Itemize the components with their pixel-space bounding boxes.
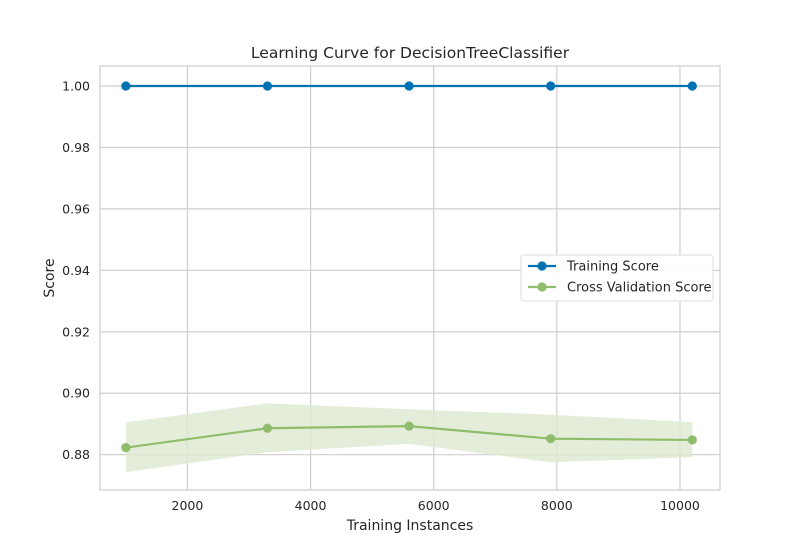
chart-title: Learning Curve for DecisionTreeClassifie…: [251, 44, 570, 62]
y-tick-label: 0.90: [62, 386, 90, 401]
confidence-bands: [125, 403, 693, 473]
training-score-point: [262, 81, 273, 91]
cross-validation-score-point: [262, 423, 273, 433]
y-tick-labels: 0.88 0.90 0.92 0.94 0.96 0.98 1.00: [62, 78, 90, 462]
x-tick-labels: 2000 4000 6000 8000 10000: [172, 498, 700, 513]
y-tick-label: 0.96: [62, 201, 90, 216]
legend-label-training-score: Training Score: [566, 260, 659, 275]
legend-label-cross-validation-score: Cross Validation Score: [567, 281, 712, 296]
y-tick-label: 0.88: [62, 447, 90, 462]
x-tick-label: 8000: [541, 498, 573, 513]
cross-validation-score-point: [687, 435, 697, 445]
x-tick-label: 2000: [172, 498, 204, 513]
legend: Training Score Cross Validation Score: [520, 254, 714, 302]
data-points: [121, 81, 697, 453]
cross-validation-score-point: [404, 421, 414, 431]
y-tick-label: 1.00: [62, 78, 90, 93]
y-axis-title: Score: [42, 258, 58, 297]
y-tick-label: 0.94: [62, 263, 90, 278]
training-score-point: [121, 81, 131, 91]
cross-validation-score-point: [546, 434, 556, 444]
legend-marker-cross-validation-score: [537, 282, 547, 292]
training-score-point: [404, 81, 414, 91]
legend-box: [520, 254, 714, 302]
cross-validation-score-point: [121, 443, 131, 453]
plot-frame: [99, 65, 721, 491]
x-tick-label: 10000: [660, 498, 700, 513]
x-tick-label: 4000: [295, 498, 327, 513]
grid: [100, 66, 720, 490]
y-tick-label: 0.92: [62, 324, 90, 339]
x-axis-title: Training Instances: [346, 518, 474, 534]
training-score-point: [546, 81, 556, 91]
training-score-point: [687, 81, 697, 91]
y-tick-label: 0.98: [62, 140, 90, 155]
legend-marker-training-score: [537, 261, 547, 271]
x-tick-label: 6000: [418, 498, 450, 513]
cross-validation-score-band: [125, 403, 693, 473]
